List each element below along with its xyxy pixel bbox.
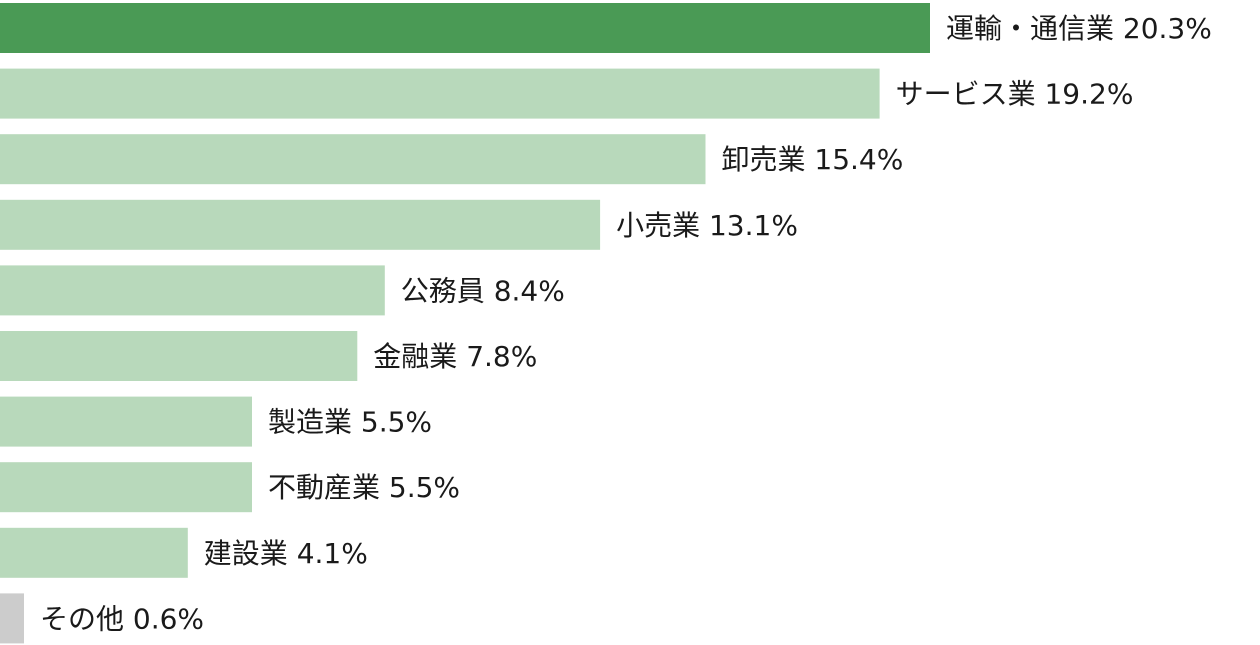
bar-5 — [0, 265, 385, 316]
bar-9 — [0, 527, 188, 578]
bar-label-10: その他 0.6% — [40, 602, 204, 635]
bar-10 — [0, 593, 24, 644]
bar-6 — [0, 331, 358, 381]
bar-label-9: 建設業 4.1% — [204, 537, 368, 570]
bar-4 — [0, 199, 601, 250]
bar-label-4: 小売業 13.1% — [616, 209, 798, 242]
bar-1 — [0, 3, 930, 53]
bar-label-2: サービス業 19.2% — [896, 78, 1134, 111]
bar-2 — [0, 68, 880, 119]
bar-label-6: 金融業 7.8% — [373, 340, 537, 373]
bar-label-7: 製造業 5.5% — [268, 406, 432, 439]
bar-label-1: 運輸・通信業 20.3% — [946, 12, 1212, 45]
bars-group — [0, 3, 930, 644]
bar-label-8: 不動産業 5.5% — [268, 471, 460, 504]
bar-label-3: 卸売業 15.4% — [722, 143, 904, 176]
bar-8 — [0, 462, 252, 513]
labels-group: 運輸・通信業 20.3% サービス業 19.2% 卸売業 15.4% 小売業 13.1… — [40, 12, 1212, 635]
bar-7 — [0, 396, 252, 447]
bar-3 — [0, 134, 706, 185]
bar-label-5: 公務員 8.4% — [401, 274, 565, 307]
